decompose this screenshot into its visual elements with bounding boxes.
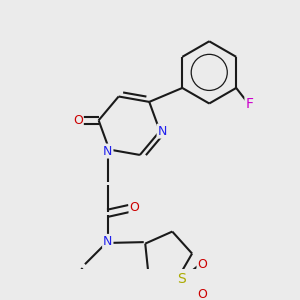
Text: N: N [158,124,167,138]
Text: O: O [197,287,207,300]
Text: O: O [73,114,83,127]
Text: F: F [245,97,253,111]
Text: O: O [130,201,140,214]
Text: S: S [177,272,186,286]
Text: O: O [197,258,207,271]
Text: N: N [103,145,112,158]
Text: N: N [103,235,112,248]
